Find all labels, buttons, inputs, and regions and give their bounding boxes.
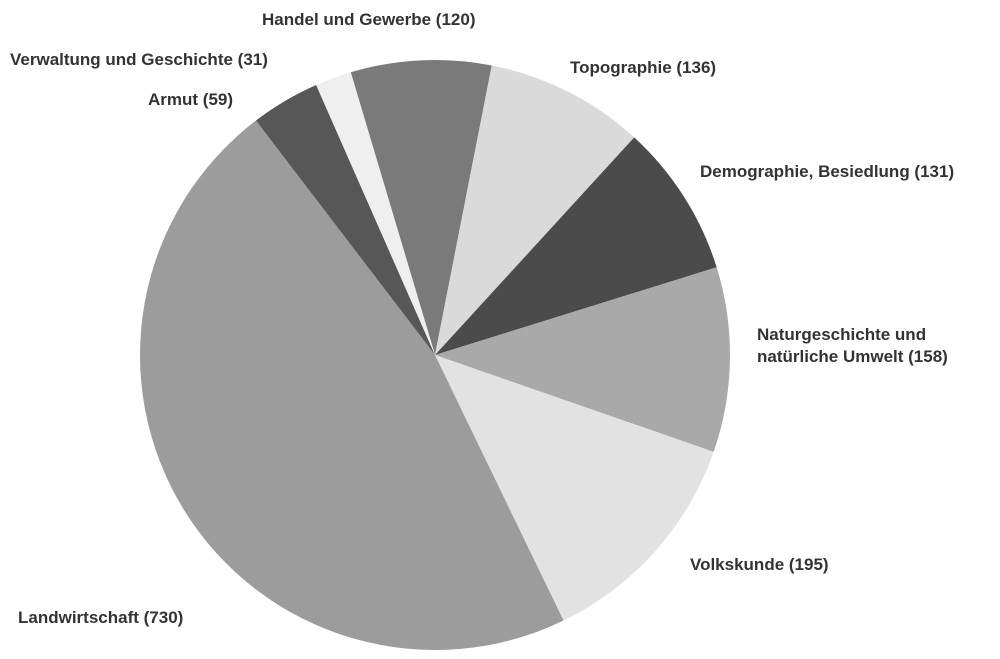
slice-label: Demographie, Besiedlung (131) [700, 162, 955, 181]
pie-slice [435, 267, 730, 452]
pie-slice [435, 65, 635, 355]
pie-slice [435, 137, 717, 355]
slice-label: Volkskunde (195) [690, 555, 829, 574]
slice-label: Verwaltung und Geschichte (31) [10, 50, 268, 69]
pie-slice [255, 84, 435, 355]
pie-slice [435, 355, 714, 621]
slice-label: Handel und Gewerbe (120) [262, 10, 476, 29]
pie-slice [350, 60, 492, 355]
slice-label: Armut (59) [148, 90, 234, 109]
slice-label: Naturgeschichte und natürliche Umwelt (1… [757, 325, 948, 366]
slice-label: Topographie (136) [570, 58, 717, 77]
pie-slice [316, 72, 435, 356]
slice-label: Landwirtschaft (730) [18, 608, 184, 627]
pie-slice [140, 120, 564, 650]
